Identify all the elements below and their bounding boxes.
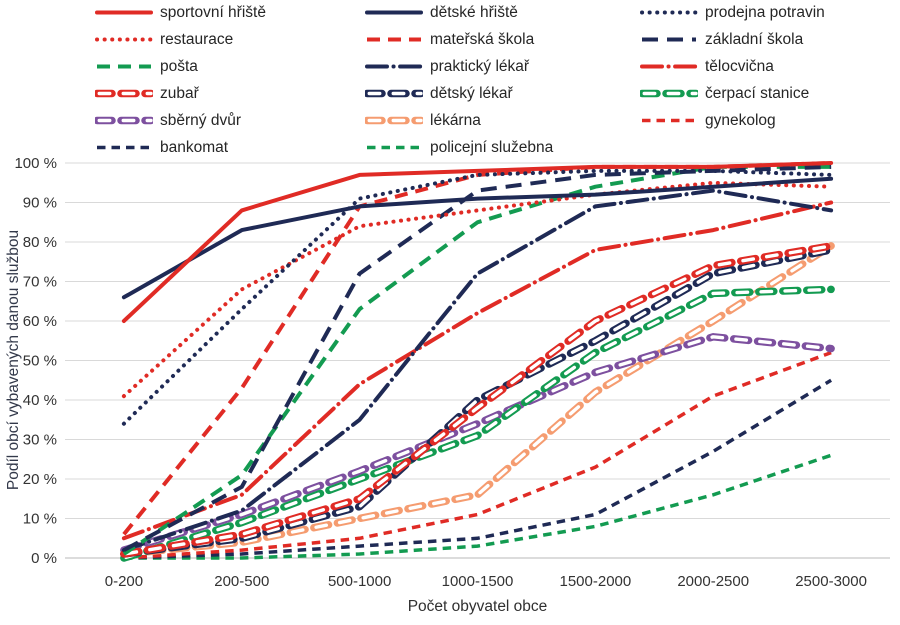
legend-item-zubar: zubař [95, 80, 266, 107]
y-tick-60: 60 % [23, 313, 57, 330]
legend-label-posta: pošta [160, 57, 198, 75]
x-tick-1500-2000: 1500-2000 [559, 573, 631, 590]
legend-item-policejni-sluzebna: policejní služebna [365, 134, 553, 161]
series-line-prakticky-lekar [121, 188, 834, 553]
legend-label-restaurace: restaurace [160, 30, 234, 48]
legend-swatch-prakticky-lekar-icon [365, 64, 423, 69]
legend-swatch-sberny-dvur-icon [95, 116, 153, 125]
legend-column-3: prodejna potravin základní škola tělocvičn… [640, 0, 825, 134]
legend-item-gynekolog: gynekolog [640, 107, 825, 134]
series-line-prodejna-potravin [121, 168, 834, 426]
legend-swatch-policejni-sluzebna-icon [367, 145, 421, 150]
legend-item-prodejna-potravin: prodejna potravin [640, 0, 825, 26]
legend-swatch-posta-icon [97, 64, 151, 69]
x-tick-200-500: 200-500 [214, 573, 269, 590]
y-tick-80: 80 % [23, 234, 57, 251]
legend-swatch-zakladni-skola-icon [642, 37, 696, 42]
series-line-posta [122, 164, 832, 556]
legend-label-prakticky-lekar: praktický lékař [430, 57, 530, 75]
legend-label-lekarna: lékárna [430, 111, 481, 129]
series-line-inner-lekarna [122, 244, 833, 556]
legend-item-detsky-lekar: dětský lékař [365, 80, 553, 107]
legend-swatch-gynekolog-icon [642, 118, 696, 123]
legend-swatch-cerpaci-stanice-icon [640, 89, 698, 98]
legend-label-materska-skola: mateřská škola [430, 30, 535, 48]
legend-label-bankomat: bankomat [160, 138, 229, 156]
series-line-zakladni-skola [122, 164, 832, 552]
y-tick-10: 10 % [23, 511, 57, 528]
legend-item-bankomat: bankomat [95, 134, 266, 161]
legend-label-zubar: zubař [160, 84, 199, 102]
y-tick-20: 20 % [23, 471, 57, 488]
legend-swatch-restaurace-icon [95, 37, 153, 42]
series-line-sportovni-hriste [121, 161, 834, 323]
legend-label-prodejna-potravin: prodejna potravin [705, 3, 825, 21]
series-line-bankomat [123, 378, 833, 560]
legend-swatch-detsky-lekar-icon [365, 89, 423, 98]
y-tick-40: 40 % [23, 392, 57, 409]
x-tick-0-200: 0-200 [105, 573, 143, 590]
legend-label-zakladni-skola: základní škola [705, 30, 804, 48]
legend-swatch-sportovni-hriste-icon [95, 10, 153, 15]
y-axis-title: Podíl obcí vybavených danou službou [5, 229, 22, 491]
legend-item-sberny-dvur: sběrný dvůr [95, 107, 266, 134]
series-line-gynekolog [123, 350, 832, 560]
legend-swatch-telocvicna-icon [640, 64, 698, 69]
legend-label-sberny-dvur: sběrný dvůr [160, 111, 241, 129]
legend-label-policejni-sluzebna: policejní služebna [430, 138, 554, 156]
legend-label-telocvicna: tělocvična [705, 57, 774, 75]
legend-item-restaurace: restaurace [95, 26, 266, 53]
series-line-detsky-lekar [120, 246, 835, 558]
legend-label-cerpaci-stanice: čerpací stanice [705, 84, 810, 102]
x-tick-500-1000: 500-1000 [328, 573, 391, 590]
legend-label-detsky-lekar: dětský lékař [430, 84, 513, 102]
series-line-inner-cerpaci-stanice [122, 287, 833, 560]
series-line-restaurace [121, 180, 834, 399]
x-tick-2000-2500: 2000-2500 [677, 573, 749, 590]
series-line-policejni-sluzebna [123, 453, 832, 560]
y-tick-50: 50 % [23, 353, 57, 370]
legend-item-posta: pošta [95, 53, 266, 80]
series-line-detske-hriste [121, 176, 834, 300]
y-tick-70: 70 % [23, 274, 57, 291]
x-tick-2500-3000: 2500-3000 [795, 573, 867, 590]
legend-label-detske-hriste: dětské hřiště [430, 3, 518, 21]
legend-item-cerpaci-stanice: čerpací stanice [640, 80, 825, 107]
legend-item-prakticky-lekar: praktický lékař [365, 53, 553, 80]
legend-label-gynekolog: gynekolog [705, 111, 776, 129]
legend-item-detske-hriste: dětské hřiště [365, 0, 553, 26]
legend-item-zakladni-skola: základní škola [640, 26, 825, 53]
legend-item-materska-skola: mateřská škola [365, 26, 553, 53]
legend-column-2: dětské hřiště mateřská škola praktický lék… [365, 0, 553, 161]
legend-swatch-prodejna-potravin-icon [640, 10, 698, 15]
legend-item-lekarna: lékárna [365, 107, 553, 134]
series-line-inner-sberny-dvur [122, 335, 833, 552]
legend-swatch-detske-hriste-icon [365, 10, 423, 15]
legend-swatch-zubar-icon [95, 89, 153, 98]
legend-item-telocvicna: tělocvična [640, 53, 825, 80]
series-line-telocvicna [121, 200, 834, 541]
legend-item-sportovni-hriste: sportovní hřiště [95, 0, 266, 26]
y-tick-0: 0 % [31, 550, 57, 567]
series-line-inner-zubar [122, 244, 833, 556]
legend-swatch-bankomat-icon [97, 145, 151, 150]
y-tick-90: 90 % [23, 195, 57, 212]
legend-label-sportovni-hriste: sportovní hřiště [160, 3, 266, 21]
legend-swatch-lekarna-icon [365, 116, 423, 125]
legend-column-1: sportovní hřiště restaurace pošta zubař sběr… [95, 0, 266, 161]
x-axis-title: Počet obyvatel obce [407, 598, 548, 615]
y-tick-100: 100 % [14, 155, 57, 172]
legend-swatch-materska-skola-icon [367, 37, 421, 42]
x-tick-1000-1500: 1000-1500 [442, 573, 514, 590]
y-tick-30: 30 % [23, 432, 57, 449]
chart-legend: sportovní hřiště restaurace pošta zubař sběr… [0, 0, 900, 160]
